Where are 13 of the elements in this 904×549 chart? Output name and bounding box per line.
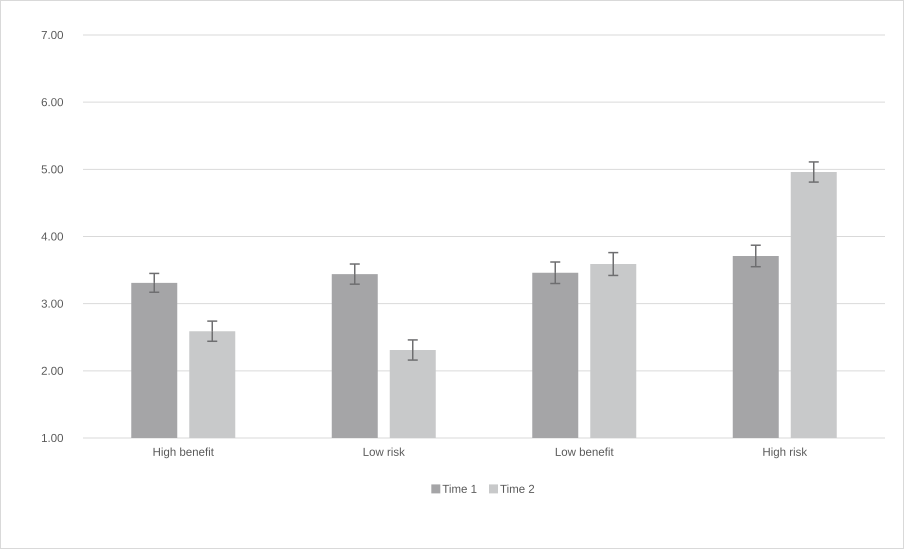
- x-tick-label: High benefit: [154, 448, 214, 458]
- legend-label: Time 1: [442, 484, 476, 493]
- y-tick-label: 5.00: [42, 165, 64, 174]
- legend-label: Time 2: [500, 484, 534, 493]
- y-tick-label: 2.00: [42, 366, 64, 375]
- y-tick-label: 7.00: [42, 30, 64, 40]
- y-tick-label: 6.00: [42, 98, 64, 106]
- x-tick-label: Low risk: [364, 448, 405, 456]
- y-tick-label: 3.00: [42, 300, 64, 308]
- y-tick-label: 4.00: [41, 232, 64, 241]
- y-tick-label: 1.00: [42, 434, 64, 442]
- x-tick-label: Low benefit: [556, 448, 614, 456]
- x-tick-label: High risk: [763, 448, 808, 458]
